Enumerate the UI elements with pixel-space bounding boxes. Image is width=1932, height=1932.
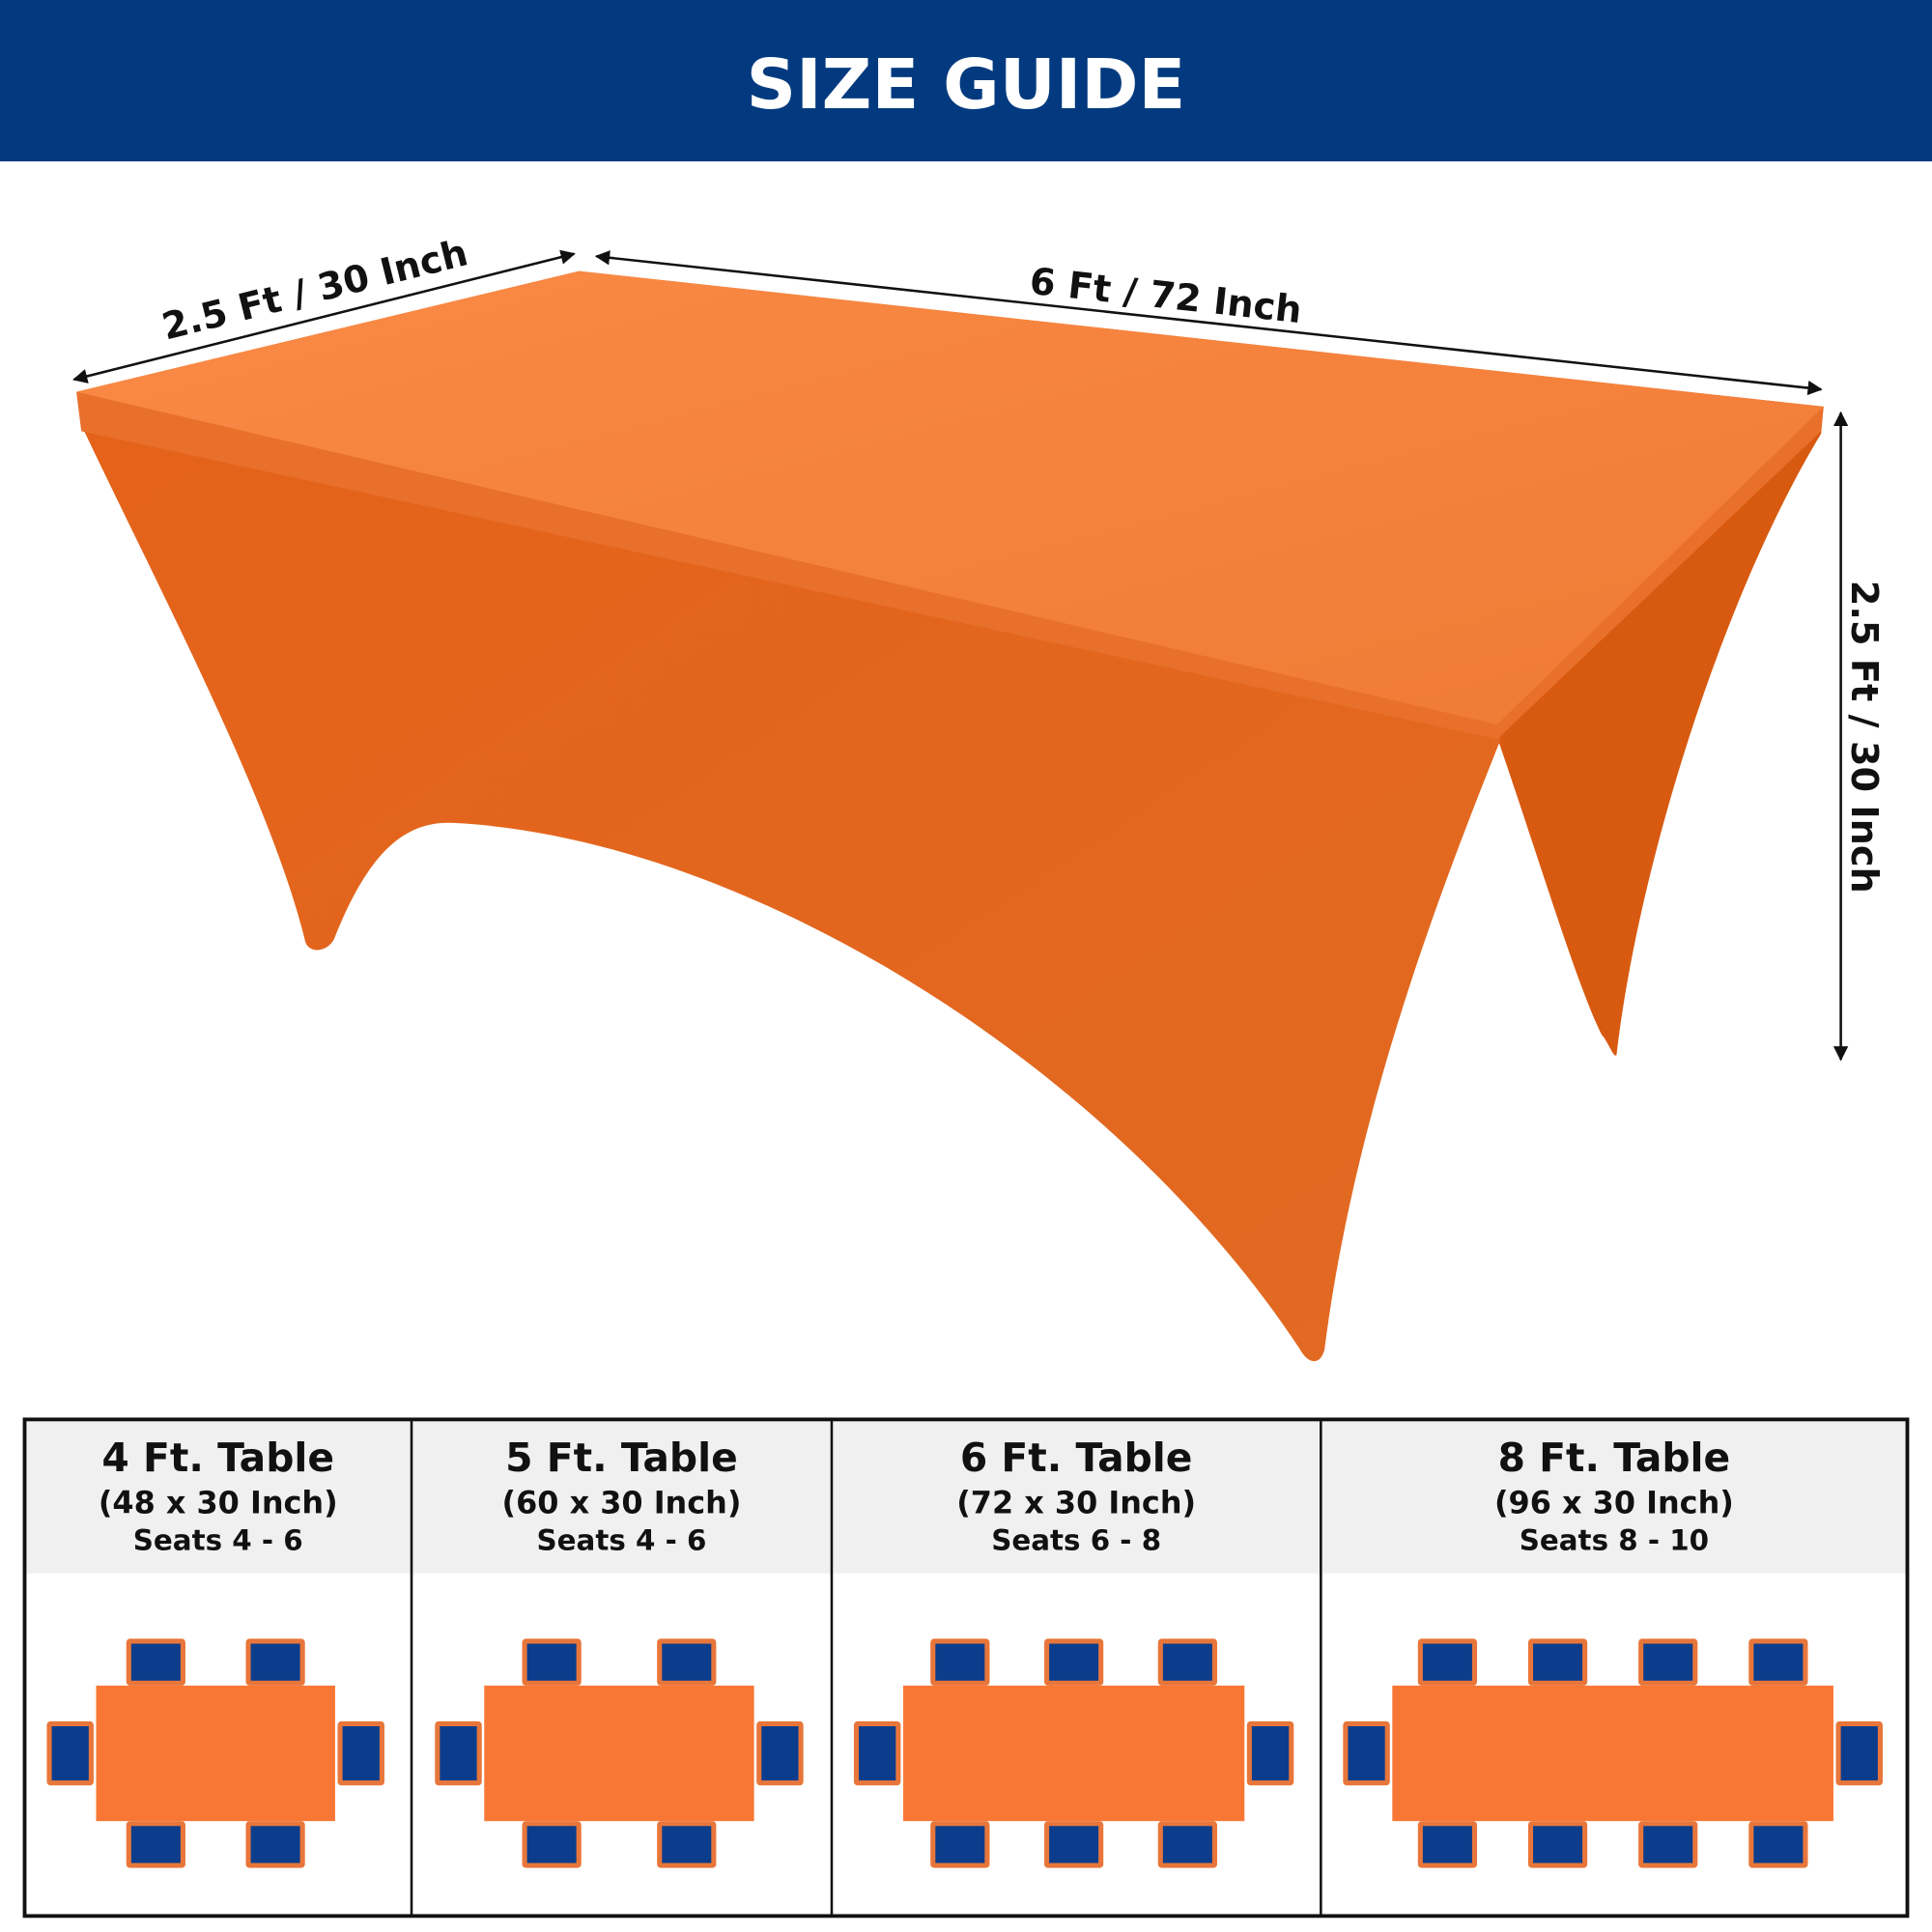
chair-seat: [526, 1826, 577, 1863]
header-bar: [0, 0, 1932, 162]
column-header: [831, 1419, 1321, 1574]
chair-seat: [130, 1826, 181, 1863]
table-top: [902, 1685, 1245, 1822]
height-label: 2.5 Ft / 30 Inch: [1842, 581, 1886, 894]
chair-seat: [1422, 1643, 1472, 1681]
chair-seat: [1422, 1826, 1472, 1863]
chair-seat: [761, 1725, 799, 1781]
chair-seat: [1753, 1826, 1804, 1863]
chair-seat: [526, 1643, 577, 1681]
size-seats: Seats 8 - 10: [1520, 1524, 1709, 1557]
chair-seat: [1533, 1643, 1583, 1681]
length-label: 6 Ft / 72 Inch: [1028, 260, 1304, 332]
table-top: [96, 1685, 335, 1822]
chair-seat: [1049, 1643, 1099, 1681]
size-dims: (60 x 30 Inch): [502, 1484, 742, 1520]
chair-seat: [935, 1643, 985, 1681]
width-arrow: [72, 249, 576, 384]
table-border: [22, 1417, 1910, 1918]
size-name: 6 Ft. Table: [960, 1435, 1193, 1481]
tablecloth: [76, 270, 1824, 1362]
size-seats: Seats 6 - 8: [991, 1524, 1161, 1557]
table-top: [484, 1685, 754, 1822]
column-header: [1321, 1419, 1908, 1574]
chair-seat: [1643, 1643, 1693, 1681]
chair-seat: [859, 1725, 896, 1781]
size-name: 4 Ft. Table: [101, 1435, 334, 1481]
header-title: SIZE GUIDE: [747, 44, 1186, 125]
chair-seat: [1753, 1643, 1804, 1681]
chair-seat: [1840, 1725, 1878, 1781]
chair-seat: [1643, 1826, 1693, 1863]
size-dims: (48 x 30 Inch): [99, 1484, 338, 1520]
chair-seat: [51, 1725, 89, 1781]
chair-seat: [1162, 1643, 1212, 1681]
chair-seat: [1049, 1826, 1099, 1863]
chair-seat: [1533, 1826, 1583, 1863]
chair-seat: [342, 1725, 380, 1781]
chair-seat: [250, 1643, 300, 1681]
chair-seat: [935, 1826, 985, 1863]
chair-seat: [440, 1725, 477, 1781]
chair-seat: [1162, 1826, 1212, 1863]
chair-seat: [130, 1643, 181, 1681]
length-arrow: [594, 250, 1823, 396]
chair-seat: [1348, 1725, 1385, 1781]
size-name: 8 Ft. Table: [1498, 1435, 1731, 1481]
size-dims: (72 x 30 Inch): [956, 1484, 1196, 1520]
size-name: 5 Ft. Table: [505, 1435, 738, 1481]
size-seats: Seats 4 - 6: [133, 1524, 303, 1557]
chair-seat: [1251, 1725, 1290, 1781]
size-table: 4 Ft. Table(48 x 30 Inch) Seats 4 - 6 5 Ft…: [22, 1417, 1910, 1918]
table-top: [1392, 1685, 1833, 1822]
chair-seat: [662, 1826, 712, 1863]
chair-seat: [662, 1643, 712, 1681]
size-seats: Seats 4 - 6: [537, 1524, 707, 1557]
chair-seat: [250, 1826, 300, 1863]
column-header: [24, 1419, 412, 1574]
column-header: [412, 1419, 832, 1574]
size-dims: (96 x 30 Inch): [1494, 1484, 1734, 1520]
